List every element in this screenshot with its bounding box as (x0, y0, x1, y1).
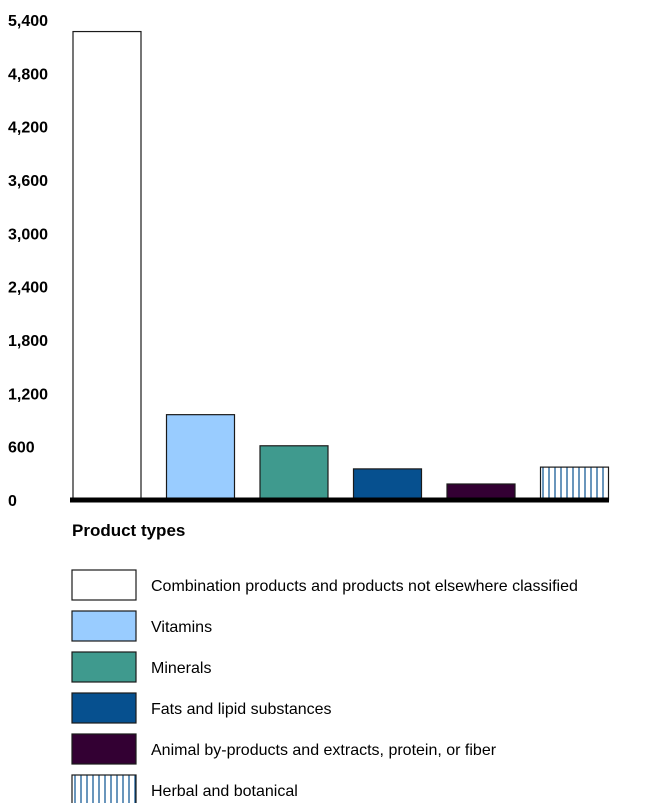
bar (72, 30, 142, 501)
legend-label: Animal by-products and extracts, protein… (151, 742, 497, 759)
y-tick-label: 4,200 (8, 120, 48, 137)
y-tick-label: 2,400 (8, 280, 48, 297)
y-axis: 0 600 1,200 1,800 2,400 3,000 3,600 4,200 4,800 5… (8, 13, 48, 510)
legend-label: Vitamins (151, 619, 212, 636)
legend-label: Fats and lipid substances (151, 701, 332, 718)
y-tick-label: 3,600 (8, 173, 48, 190)
y-tick-label: 600 (8, 440, 35, 457)
y-tick-label: 3,000 (8, 226, 48, 243)
legend-label: Herbal and botanical (151, 783, 298, 800)
y-tick-label: 4,800 (8, 66, 48, 83)
legend-swatch (71, 692, 137, 724)
legend-swatch (71, 733, 137, 765)
bars (72, 30, 610, 501)
bar (352, 468, 423, 501)
legend-swatch (71, 569, 137, 601)
legend-swatch (71, 610, 137, 642)
legend-label: Minerals (151, 660, 211, 677)
y-tick-label: 5,400 (8, 13, 48, 30)
y-tick-label: 0 (8, 493, 17, 510)
y-tick-label: 1,200 (8, 386, 48, 403)
legend-swatch (71, 774, 137, 803)
legend: Combination products and products not el… (71, 569, 578, 803)
x-axis-title: Product types (72, 521, 185, 540)
y-tick-label: 1,800 (8, 333, 48, 350)
legend-label: Combination products and products not el… (151, 578, 578, 595)
bar (259, 445, 329, 501)
bar (165, 414, 236, 501)
bar (539, 466, 610, 501)
legend-swatch (71, 651, 137, 683)
